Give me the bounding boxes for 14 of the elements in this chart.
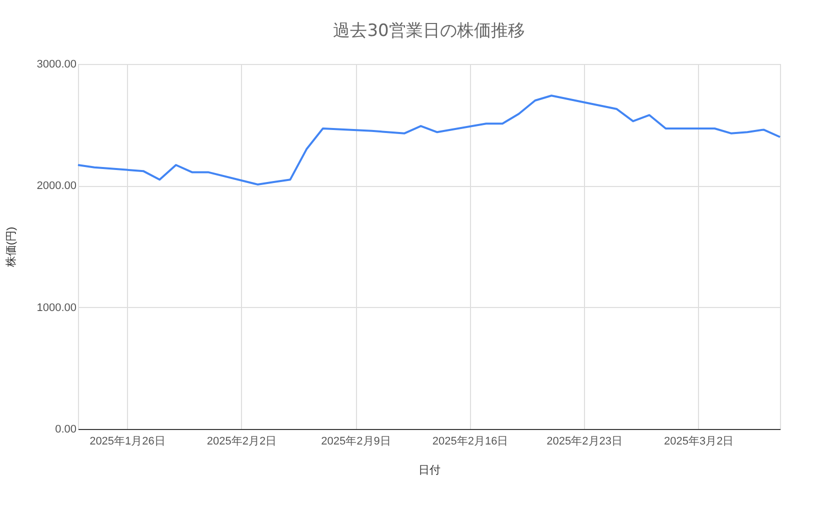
- x-axis-title: 日付: [418, 464, 440, 476]
- y-axis-title: 株価(円): [4, 226, 18, 268]
- y-tick-label: 1000.00: [36, 302, 76, 314]
- chart-title: 過去30営業日の株価推移: [333, 21, 525, 41]
- y-tick-label: 3000.00: [36, 58, 76, 70]
- x-tick-label: 2025年2月2日: [206, 436, 277, 448]
- y-tick-label: 0.00: [55, 424, 76, 436]
- x-tick-label: 2025年3月2日: [664, 436, 734, 448]
- x-tick-label: 2025年1月26日: [90, 436, 166, 448]
- y-tick-label: 2000.00: [36, 180, 76, 192]
- line-series: [77, 94, 781, 186]
- x-tick-label: 2025年2月16日: [432, 436, 508, 448]
- x-tick-label: 2025年2月9日: [321, 436, 391, 448]
- x-tick-label: 2025年2月23日: [546, 436, 623, 448]
